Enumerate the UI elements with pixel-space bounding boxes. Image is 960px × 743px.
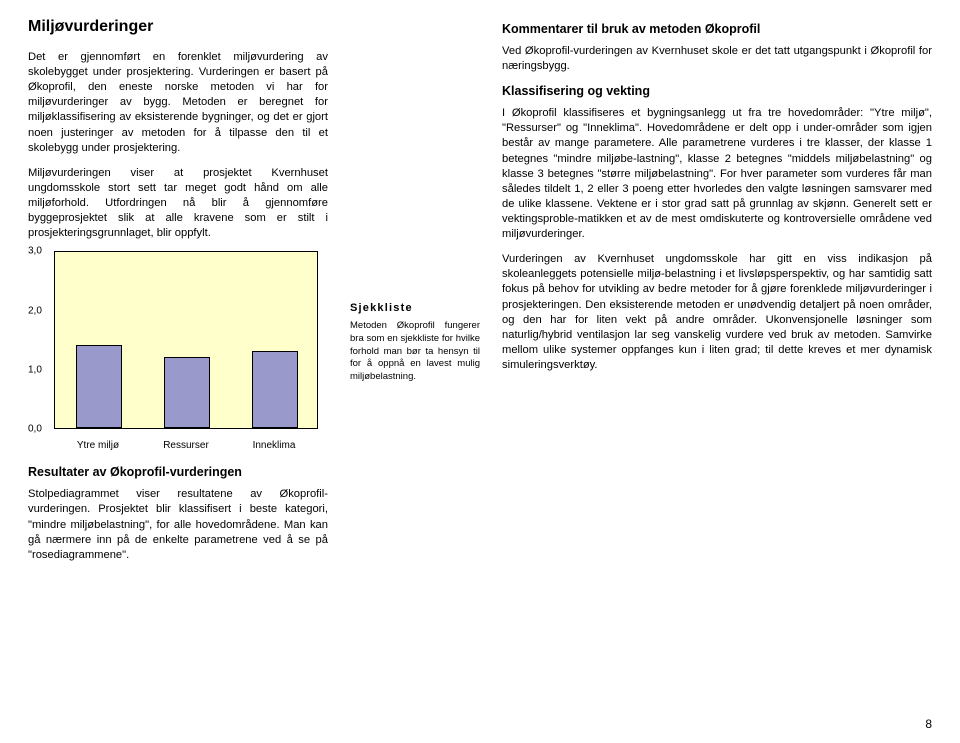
y-tick-label: 1,0: [28, 364, 42, 375]
x-tick-label: Ytre miljø: [77, 440, 119, 451]
results-heading: Resultater av Økoprofil-vurderingen: [28, 465, 328, 479]
page-number: 8: [925, 717, 932, 731]
bar: [252, 351, 298, 428]
intro-para-1: Det er gjennomført en forenklet miljøvur…: [28, 50, 328, 156]
intro-para-2: Miljøvurderingen viser at prosjektet Kve…: [28, 166, 328, 242]
x-tick-label: Inneklima: [253, 440, 296, 451]
right-para-3: Vurderingen av Kvernhuset ungdomsskole h…: [502, 252, 932, 373]
results-body: Stolpediagrammet viser resultatene av Øk…: [28, 487, 328, 563]
right-para-1: Ved Økoprofil-vurderingen av Kvernhuset …: [502, 44, 932, 74]
x-tick-label: Ressurser: [163, 440, 209, 451]
right-para-2: I Økoprofil klassifiseres et bygningsanl…: [502, 106, 932, 242]
right-heading-1: Kommentarer til bruk av metoden Økoprofi…: [502, 22, 932, 36]
bar: [76, 345, 122, 428]
y-tick-label: 2,0: [28, 305, 42, 316]
y-tick-label: 3,0: [28, 246, 42, 257]
bar: [164, 357, 210, 428]
y-tick-label: 0,0: [28, 424, 42, 435]
bar-chart: 0,01,02,03,0Ytre miljøRessurserInneklima: [28, 251, 328, 451]
sidebar-body: Metoden Økoprofil fungerer bra som en sj…: [350, 320, 480, 384]
page-title: Miljøvurderinger: [28, 18, 328, 36]
sidebar-title: Sjekkliste: [350, 302, 480, 314]
right-heading-2: Klassifisering og vekting: [502, 84, 932, 98]
